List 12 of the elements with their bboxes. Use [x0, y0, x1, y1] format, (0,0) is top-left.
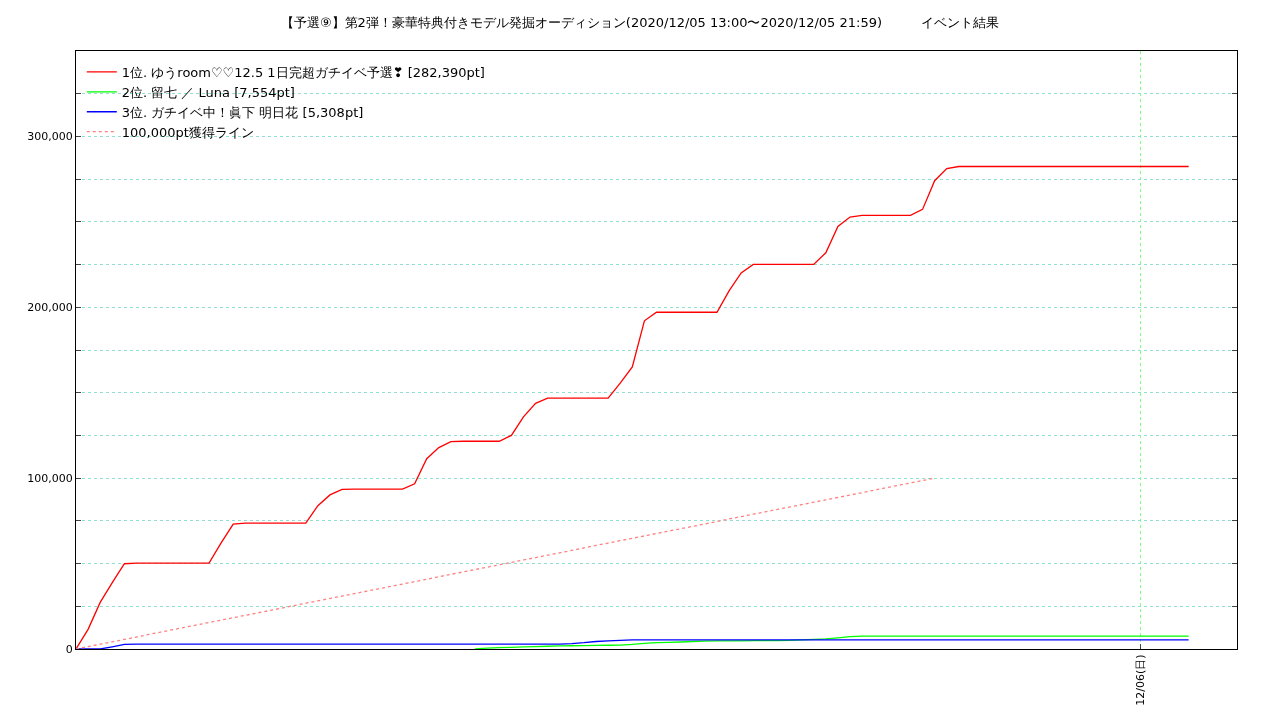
y-tick-label: 0 [65, 642, 73, 656]
line-series [76, 639, 1190, 649]
legend-label: 100,000pt獲得ライン [121, 124, 254, 140]
chart-title: 【予選⑨】第2弾！豪華特典付きモデル発掘オーディション(2020/12/05 13:00〜2020/12/05 21:59) イベント結果 [280, 15, 1000, 31]
line-series [76, 165, 1190, 649]
y-tick-label: 300,000 [27, 130, 73, 144]
x-tick-label: 12/06(日) [1133, 654, 1147, 706]
legend-label: 3位. ガチイベ中！眞下 明日花 [5,308pt] [121, 104, 364, 120]
y-tick-label: 100,000 [27, 471, 73, 485]
legend-label: 1位. ゆうroom♡♡12.5 1日完超ガチイベ予選❣ [282,390pt] [121, 65, 485, 80]
legend-label: 2位. 留七 ／ Luna [7,554pt] [121, 84, 295, 100]
y-tick-label: 200,000 [27, 301, 73, 315]
